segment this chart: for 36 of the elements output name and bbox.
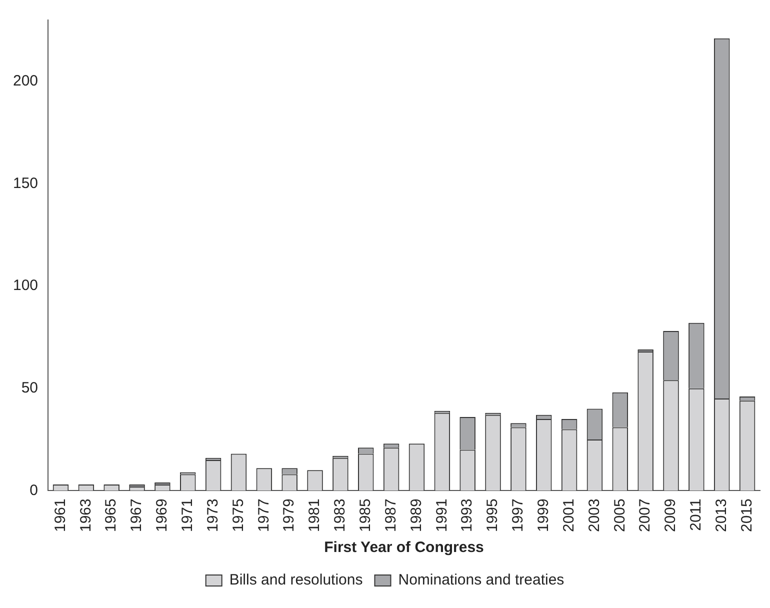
x-tick-label: 1989	[408, 498, 425, 532]
x-tick-label: 1975	[230, 498, 247, 532]
x-tick-label: 2013	[713, 498, 730, 532]
y-tick-label: 0	[30, 482, 38, 499]
x-tick-label: 1961	[52, 498, 69, 532]
x-tick-label: 1985	[357, 498, 374, 532]
x-axis-title: First Year of Congress	[324, 539, 484, 556]
x-tick-label: 1991	[433, 498, 450, 532]
y-tick-label: 50	[21, 379, 38, 396]
x-tick-label: 1999	[535, 498, 552, 532]
x-tick-label: 2001	[560, 498, 578, 532]
x-tick-label: 1963	[77, 498, 94, 532]
x-tick-label: 1983	[332, 498, 349, 532]
y-tick-label: 150	[12, 174, 38, 192]
x-tick-label: 1973	[204, 498, 222, 532]
legend-label: Nominations and treaties	[398, 572, 564, 589]
y-tick-label: 200	[12, 72, 38, 90]
x-tick-label: 1967	[128, 498, 146, 532]
x-tick-label: 2011	[688, 498, 705, 531]
x-tick-label: 1981	[306, 498, 324, 532]
legend-label: Bills and resolutions	[229, 572, 363, 589]
x-tick-label: 1997	[510, 498, 527, 532]
x-tick-label: 1995	[484, 498, 502, 532]
x-tick-label: 2003	[586, 498, 603, 532]
y-tick-label: 100	[12, 277, 38, 294]
x-tick-label: 2009	[662, 498, 680, 532]
x-tick-label: 2005	[611, 498, 628, 532]
x-tick-label: 2015	[738, 498, 756, 532]
x-tick-label: 1977	[255, 498, 272, 532]
x-tick-label: 2007	[636, 498, 654, 532]
x-tick-label: 1971	[179, 498, 196, 532]
x-tick-label: 1969	[154, 498, 171, 532]
x-tick-label: 1965	[102, 498, 120, 532]
x-tick-label: 1993	[458, 498, 476, 532]
x-tick-label: 1979	[280, 498, 298, 532]
x-tick-label: 1987	[382, 498, 400, 532]
